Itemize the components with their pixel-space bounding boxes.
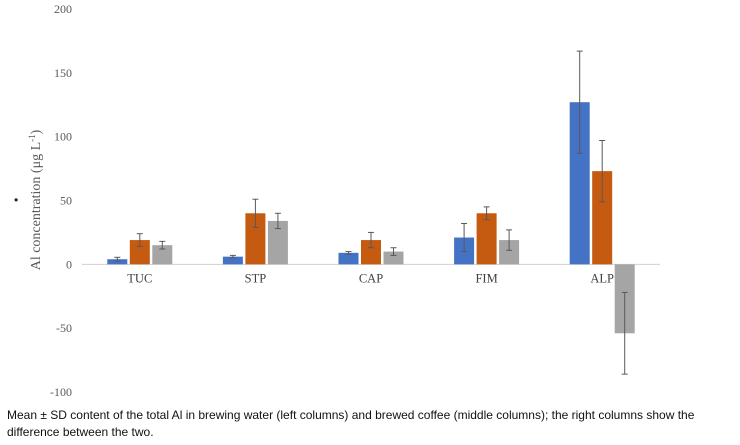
bar-difference-stp (267, 220, 288, 265)
error-bar-difference-stp (274, 212, 281, 230)
category-label-alp: ALP (590, 271, 614, 285)
figure-caption: Mean ± SD content of the total Al in bre… (7, 408, 695, 439)
error-bar-water-alp (576, 50, 583, 154)
y-tick-label: -50 (56, 321, 72, 335)
bar-difference-tuc (152, 245, 173, 265)
error-bar-coffee-stp (252, 198, 259, 228)
bar-difference-fim (499, 240, 520, 265)
category-labels: TUC STP CAP FIM ALP (127, 271, 614, 285)
bar-water-tuc (107, 259, 128, 265)
y-tick-label: 0 (66, 257, 72, 271)
error-bar-coffee-tuc (136, 233, 143, 247)
category-label-tuc: TUC (127, 271, 152, 285)
bar-water-alp (569, 102, 590, 265)
bar-coffee-cap (361, 240, 381, 265)
error-bar-difference-tuc (159, 240, 166, 250)
error-bar-coffee-alp (599, 139, 606, 203)
error-bar-coffee-fim (483, 206, 490, 221)
y-tick-label: 150 (54, 66, 72, 80)
bar-coffee-alp (592, 171, 613, 265)
bars (107, 102, 635, 334)
bar-coffee-fim (476, 213, 497, 265)
bar-difference-cap (383, 251, 404, 265)
y-tick-label: -100 (50, 385, 72, 399)
y-tick-label: 50 (60, 194, 72, 208)
category-label-stp: STP (245, 271, 267, 285)
bar-coffee-tuc (129, 240, 150, 265)
error-bars (114, 50, 628, 375)
list-bullet: • (14, 193, 19, 207)
bar-water-cap (338, 252, 359, 265)
error-bar-difference-cap (390, 247, 397, 256)
y-axis-label: Al concentration (μg L-1) (27, 129, 44, 270)
bar-coffee-stp (245, 213, 266, 265)
y-axis-ticks: -100 -50 0 50 100 150 200 (50, 2, 72, 399)
error-bar-water-stp (229, 254, 236, 259)
error-bar-coffee-cap (368, 231, 374, 249)
error-bar-difference-alp (621, 291, 628, 375)
error-bar-water-fim (461, 222, 468, 253)
category-label-fim: FIM (475, 271, 497, 285)
bar-water-stp (222, 256, 243, 265)
bar-chart: -100 -50 0 50 100 150 200 TUC STP CAP FIM ALP Al c… (27, 2, 660, 399)
category-label-cap: CAP (359, 271, 383, 285)
error-bar-difference-fim (506, 229, 513, 251)
y-tick-label: 100 (54, 130, 72, 144)
error-bar-water-tuc (114, 256, 121, 262)
y-tick-label: 200 (54, 2, 72, 16)
error-bar-water-cap (345, 251, 352, 255)
